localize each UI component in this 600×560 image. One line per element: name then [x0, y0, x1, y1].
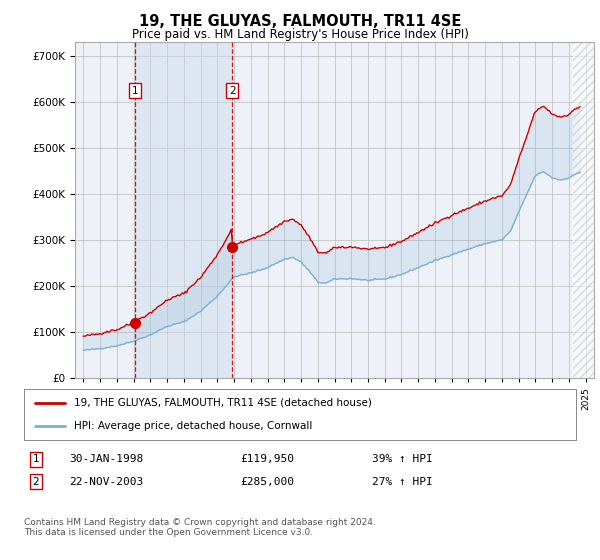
- Text: 1: 1: [32, 454, 40, 464]
- Text: £119,950: £119,950: [240, 454, 294, 464]
- Text: 19, THE GLUYAS, FALMOUTH, TR11 4SE (detached house): 19, THE GLUYAS, FALMOUTH, TR11 4SE (deta…: [74, 398, 371, 408]
- Text: 30-JAN-1998: 30-JAN-1998: [69, 454, 143, 464]
- Text: 19, THE GLUYAS, FALMOUTH, TR11 4SE: 19, THE GLUYAS, FALMOUTH, TR11 4SE: [139, 14, 461, 29]
- Text: Contains HM Land Registry data © Crown copyright and database right 2024.
This d: Contains HM Land Registry data © Crown c…: [24, 518, 376, 538]
- Bar: [135, 42, 232, 378]
- Text: HPI: Average price, detached house, Cornwall: HPI: Average price, detached house, Corn…: [74, 421, 312, 431]
- Text: £285,000: £285,000: [240, 477, 294, 487]
- Text: 2: 2: [229, 86, 236, 96]
- Text: 2: 2: [32, 477, 40, 487]
- Text: 39% ↑ HPI: 39% ↑ HPI: [372, 454, 433, 464]
- Text: Price paid vs. HM Land Registry's House Price Index (HPI): Price paid vs. HM Land Registry's House …: [131, 28, 469, 41]
- Text: 22-NOV-2003: 22-NOV-2003: [69, 477, 143, 487]
- Text: 1: 1: [131, 86, 138, 96]
- Text: 27% ↑ HPI: 27% ↑ HPI: [372, 477, 433, 487]
